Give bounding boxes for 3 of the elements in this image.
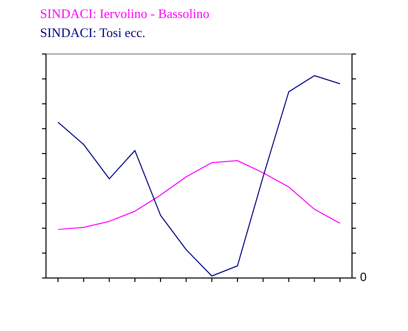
text: 0 <box>360 270 367 284</box>
text: SINDACI: Iervolino - Bassolino <box>40 5 210 23</box>
text: SINDACI: Tosi ecc. <box>40 24 146 42</box>
